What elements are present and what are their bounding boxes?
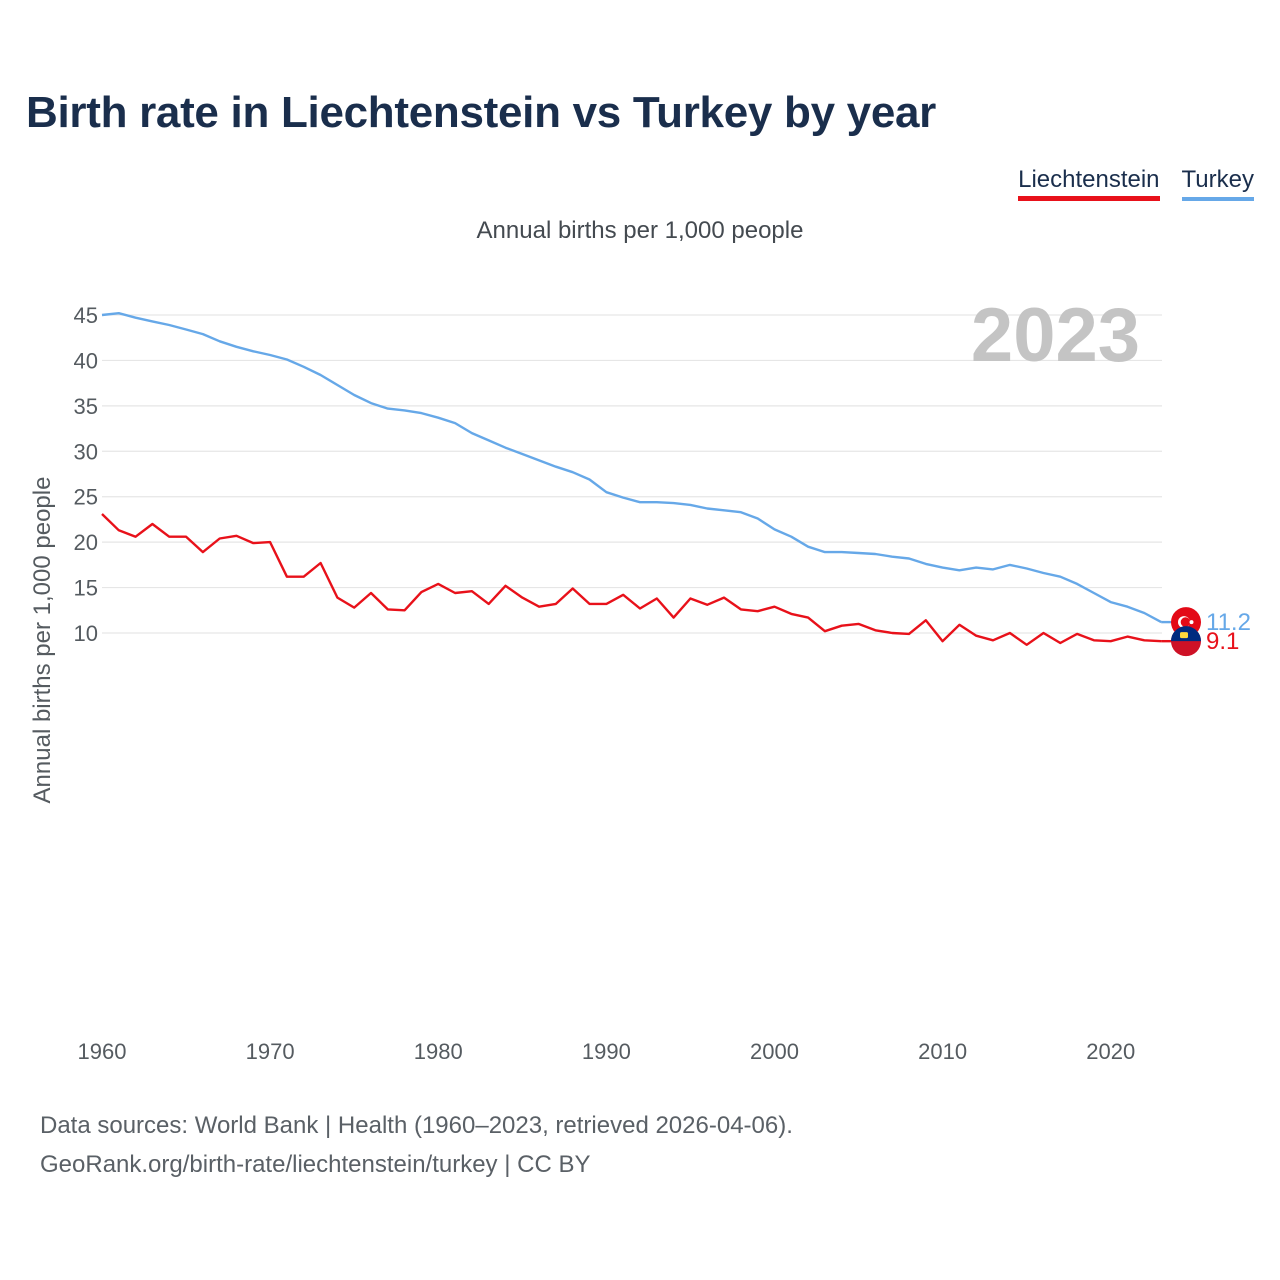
y-axis-title: Annual births per 1,000 people: [29, 477, 56, 804]
series-line-liechtenstein: [101, 513, 1162, 646]
x-tick-label-1990: 1990: [582, 1039, 631, 1064]
x-tick-label-1970: 1970: [246, 1039, 295, 1064]
x-axis-ticks: 1960 1970 1980 1990 2000 2010 2020: [78, 1039, 1136, 1064]
legend-item-liechtenstein[interactable]: Liechtenstein: [1018, 166, 1160, 201]
y-tick-label-30: 30: [74, 439, 98, 464]
end-value-label-turkey: 11.2: [1206, 609, 1251, 636]
chart-subtitle: Annual births per 1,000 people: [476, 217, 804, 244]
x-tick-label-2000: 2000: [750, 1039, 799, 1064]
line-chart: 10 15 20 25 30 35 40 45 1960 1970 1980 1990 2000 201…: [29, 293, 1251, 1064]
series-lines: [101, 312, 1162, 646]
flag-turkey-crescent-inner: [1180, 617, 1191, 627]
y-tick-label-45: 45: [74, 303, 98, 328]
legend: Liechtenstein Turkey: [1018, 166, 1254, 201]
x-tick-label-2010: 2010: [918, 1039, 967, 1064]
y-tick-label-20: 20: [74, 530, 98, 555]
flag-turkey-star: [1189, 620, 1194, 625]
y-tick-label-15: 15: [74, 576, 98, 601]
x-tick-label-1980: 1980: [414, 1039, 463, 1064]
series-endpoints: 11.29.1: [1161, 607, 1251, 657]
source-note: Data sources: World Bank | Health (1960–…: [40, 1106, 793, 1184]
flag-liechtenstein-crown: [1180, 632, 1188, 639]
y-tick-label-35: 35: [74, 394, 98, 419]
year-watermark: 2023: [971, 293, 1140, 378]
end-value-label-liechtenstein: 9.1: [1206, 628, 1239, 655]
flag-liechtenstein-icon: [1171, 626, 1201, 657]
x-tick-label-1960: 1960: [78, 1039, 127, 1064]
y-axis-ticks: 10 15 20 25 30 35 40 45: [74, 303, 98, 646]
y-tick-label-40: 40: [74, 348, 98, 373]
y-tick-label-10: 10: [74, 621, 98, 646]
source-line-1: Data sources: World Bank | Health (1960–…: [40, 1112, 793, 1139]
x-tick-label-2020: 2020: [1086, 1039, 1135, 1064]
series-line-turkey: [101, 312, 1162, 624]
source-line-2[interactable]: GeoRank.org/birth-rate/liechtenstein/tur…: [40, 1151, 591, 1178]
gridlines: [102, 314, 1162, 634]
y-tick-label-25: 25: [74, 485, 98, 510]
legend-item-turkey[interactable]: Turkey: [1181, 166, 1254, 201]
chart-title: Birth rate in Liechtenstein vs Turkey by…: [26, 88, 937, 137]
